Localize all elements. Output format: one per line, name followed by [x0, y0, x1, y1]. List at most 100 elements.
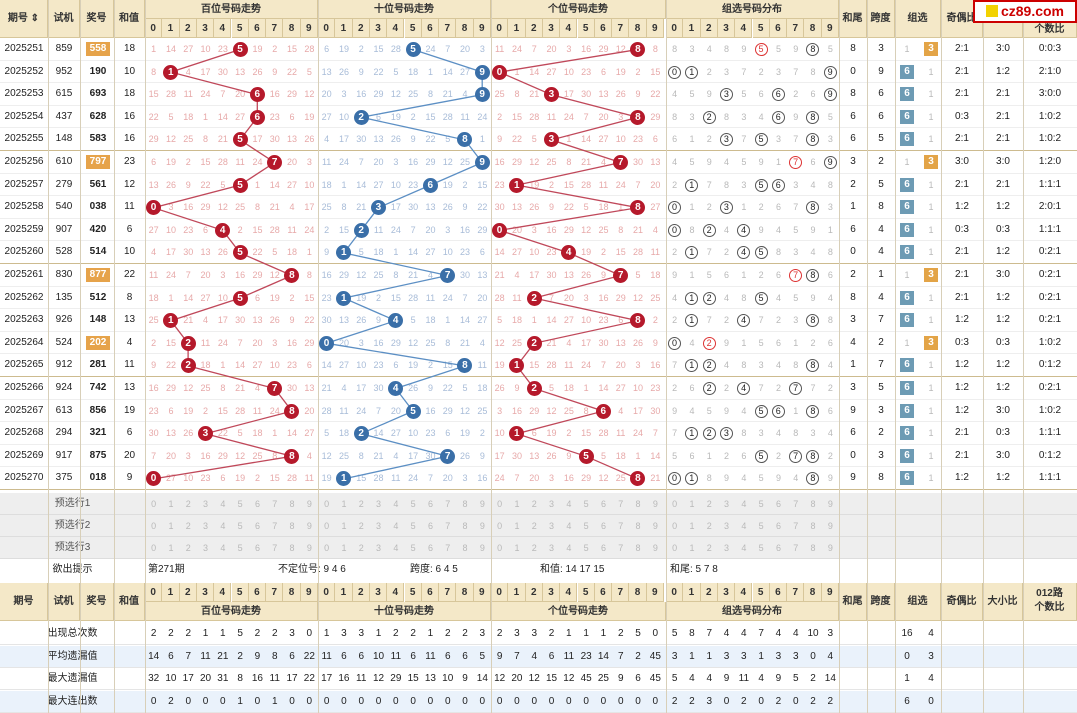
preselect-digit[interactable]: 9	[306, 521, 312, 531]
preselect-digit[interactable]: 9	[306, 499, 312, 509]
preselect-digit[interactable]: 6	[600, 499, 606, 509]
preselect-digit[interactable]: 8	[462, 521, 468, 531]
preselect-digit[interactable]: 5	[758, 499, 764, 509]
preselect-digit[interactable]: 9	[827, 543, 833, 553]
preselect-digit[interactable]: 1	[168, 521, 174, 531]
preselect-digit[interactable]: 7	[272, 499, 278, 509]
preselect-digit[interactable]: 1	[689, 499, 695, 509]
preselect-digit[interactable]: 0	[151, 521, 157, 531]
preselect-digit[interactable]: 6	[600, 521, 606, 531]
preselect-digit[interactable]: 4	[220, 499, 226, 509]
preselect-digit[interactable]: 6	[427, 499, 433, 509]
preselect-digit[interactable]: 6	[254, 499, 260, 509]
preselect-digit[interactable]: 4	[566, 499, 572, 509]
preselect-digit[interactable]: 1	[341, 499, 347, 509]
preselect-digit[interactable]: 0	[497, 499, 503, 509]
preselect-digit[interactable]: 7	[445, 499, 451, 509]
preselect-digit[interactable]: 1	[514, 521, 520, 531]
preselect-digit[interactable]: 7	[618, 521, 624, 531]
preselect-digit[interactable]: 0	[151, 543, 157, 553]
preselect-digit[interactable]: 4	[741, 521, 747, 531]
preselect-digit[interactable]: 5	[237, 543, 243, 553]
preselect-digit[interactable]: 2	[185, 499, 191, 509]
preselect-digit[interactable]: 3	[203, 543, 209, 553]
preselect-digit[interactable]: 1	[514, 543, 520, 553]
preselect-digit[interactable]: 0	[497, 521, 503, 531]
preselect-digit[interactable]: 9	[827, 521, 833, 531]
preselect-digit[interactable]: 4	[741, 543, 747, 553]
site-logo[interactable]: cz89.com	[973, 0, 1077, 23]
preselect-digit[interactable]: 9	[479, 499, 485, 509]
preselect-digit[interactable]: 5	[758, 521, 764, 531]
preselect-digit[interactable]: 8	[635, 521, 641, 531]
preselect-digit[interactable]: 2	[706, 521, 712, 531]
preselect-digit[interactable]: 8	[810, 499, 816, 509]
preselect-digit[interactable]: 9	[652, 521, 658, 531]
preselect-digit[interactable]: 9	[479, 521, 485, 531]
preselect-digit[interactable]: 0	[672, 521, 678, 531]
preselect-digit[interactable]: 5	[583, 521, 589, 531]
preselect-digit[interactable]: 4	[393, 543, 399, 553]
preselect-digit[interactable]: 5	[410, 499, 416, 509]
preselect-digit[interactable]: 3	[376, 499, 382, 509]
preselect-digit[interactable]: 3	[549, 521, 555, 531]
preselect-digit[interactable]: 4	[566, 521, 572, 531]
preselect-digit[interactable]: 2	[358, 499, 364, 509]
preselect-digit[interactable]: 8	[635, 543, 641, 553]
preselect-digit[interactable]: 8	[462, 543, 468, 553]
preselect-digit[interactable]: 5	[410, 521, 416, 531]
preselect-digit[interactable]: 3	[549, 543, 555, 553]
preselect-digit[interactable]: 8	[289, 543, 295, 553]
preselect-digit[interactable]: 6	[600, 543, 606, 553]
preselect-digit[interactable]: 7	[618, 499, 624, 509]
preselect-digit[interactable]: 2	[531, 543, 537, 553]
preselect-digit[interactable]: 8	[810, 521, 816, 531]
preselect-digit[interactable]: 2	[531, 521, 537, 531]
preselect-digit[interactable]: 1	[341, 543, 347, 553]
preselect-digit[interactable]: 9	[827, 499, 833, 509]
preselect-digit[interactable]: 7	[793, 521, 799, 531]
preselect-digit[interactable]: 8	[289, 499, 295, 509]
preselect-digit[interactable]: 0	[672, 543, 678, 553]
preselect-digit[interactable]: 6	[775, 521, 781, 531]
preselect-digit[interactable]: 0	[324, 499, 330, 509]
preselect-digit[interactable]: 6	[775, 499, 781, 509]
preselect-digit[interactable]: 7	[793, 543, 799, 553]
preselect-digit[interactable]: 8	[635, 499, 641, 509]
preselect-digit[interactable]: 6	[427, 521, 433, 531]
preselect-digit[interactable]: 8	[462, 499, 468, 509]
preselect-digit[interactable]: 4	[741, 499, 747, 509]
preselect-digit[interactable]: 4	[393, 521, 399, 531]
preselect-digit[interactable]: 7	[618, 543, 624, 553]
preselect-digit[interactable]: 7	[445, 543, 451, 553]
preselect-digit[interactable]: 2	[706, 499, 712, 509]
preselect-digit[interactable]: 0	[672, 499, 678, 509]
preselect-digit[interactable]: 3	[203, 499, 209, 509]
preselect-digit[interactable]: 9	[652, 499, 658, 509]
preselect-digit[interactable]: 5	[583, 543, 589, 553]
preselect-digit[interactable]: 5	[410, 543, 416, 553]
preselect-digit[interactable]: 7	[272, 521, 278, 531]
preselect-digit[interactable]: 9	[479, 543, 485, 553]
preselect-digit[interactable]: 5	[237, 499, 243, 509]
preselect-digit[interactable]: 3	[376, 521, 382, 531]
preselect-digit[interactable]: 6	[254, 521, 260, 531]
preselect-digit[interactable]: 2	[706, 543, 712, 553]
preselect-digit[interactable]: 0	[151, 499, 157, 509]
preselect-digit[interactable]: 2	[531, 499, 537, 509]
preselect-digit[interactable]: 4	[220, 543, 226, 553]
preselect-digit[interactable]: 2	[185, 543, 191, 553]
preselect-digit[interactable]: 7	[793, 499, 799, 509]
preselect-digit[interactable]: 4	[220, 521, 226, 531]
preselect-digit[interactable]: 1	[689, 521, 695, 531]
preselect-digit[interactable]: 7	[445, 521, 451, 531]
preselect-digit[interactable]: 5	[758, 543, 764, 553]
preselect-digit[interactable]: 1	[168, 499, 174, 509]
preselect-digit[interactable]: 3	[376, 543, 382, 553]
preselect-digit[interactable]: 2	[185, 521, 191, 531]
preselect-digit[interactable]: 5	[237, 521, 243, 531]
preselect-digit[interactable]: 3	[724, 521, 730, 531]
preselect-digit[interactable]: 0	[324, 521, 330, 531]
preselect-digit[interactable]: 7	[272, 543, 278, 553]
preselect-digit[interactable]: 1	[514, 499, 520, 509]
